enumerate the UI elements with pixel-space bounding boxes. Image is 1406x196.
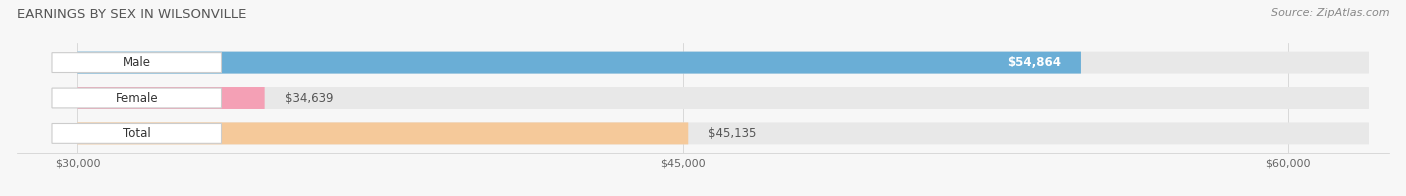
FancyBboxPatch shape [77, 52, 1081, 74]
Text: $45,135: $45,135 [709, 127, 756, 140]
Text: Female: Female [115, 92, 157, 104]
FancyBboxPatch shape [77, 122, 689, 144]
FancyBboxPatch shape [77, 122, 1369, 144]
FancyBboxPatch shape [52, 53, 222, 73]
Text: Total: Total [122, 127, 150, 140]
FancyBboxPatch shape [77, 87, 1369, 109]
Text: $54,864: $54,864 [1007, 56, 1060, 69]
Text: Source: ZipAtlas.com: Source: ZipAtlas.com [1271, 8, 1389, 18]
FancyBboxPatch shape [77, 52, 1369, 74]
Text: Male: Male [122, 56, 150, 69]
FancyBboxPatch shape [77, 87, 264, 109]
FancyBboxPatch shape [52, 88, 222, 108]
FancyBboxPatch shape [52, 123, 222, 143]
Text: $34,639: $34,639 [285, 92, 333, 104]
Text: EARNINGS BY SEX IN WILSONVILLE: EARNINGS BY SEX IN WILSONVILLE [17, 8, 246, 21]
